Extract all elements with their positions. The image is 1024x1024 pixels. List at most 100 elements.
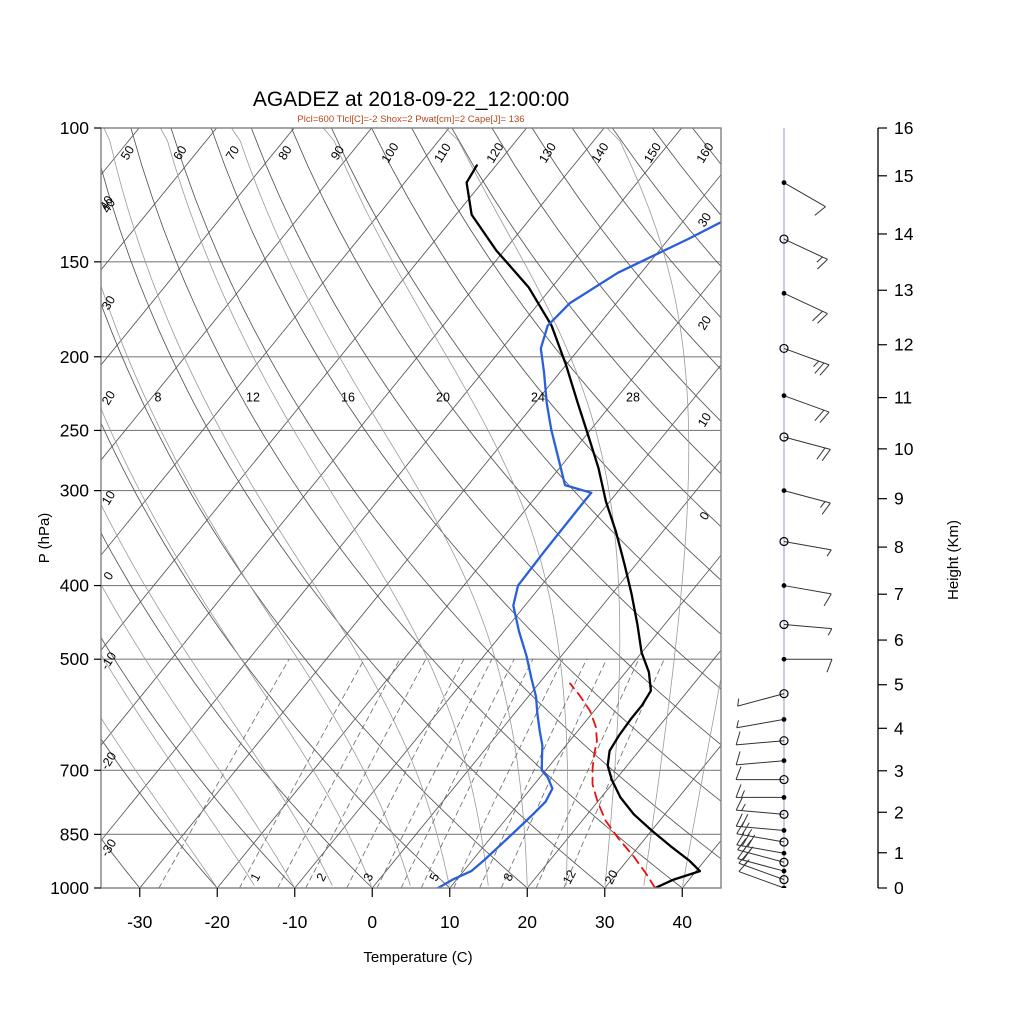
wind-barb <box>783 490 831 515</box>
height-tick-label: 8 <box>894 537 904 557</box>
isotherm-label-mid: 28 <box>626 391 640 405</box>
isotherm-label-right: 20 <box>695 313 714 332</box>
wind-level-circle <box>779 809 789 819</box>
height-tick-label: 13 <box>894 280 913 300</box>
temperature-axis: -30 -20 -10 0 10 20 30 40 <box>127 888 692 932</box>
sounding-curves <box>436 164 721 888</box>
pressure-tick-label: 300 <box>60 481 89 501</box>
series-temperature <box>465 164 702 888</box>
wind-level-dot <box>781 885 787 888</box>
height-tick-label: 4 <box>894 718 904 738</box>
wind-level-dot <box>781 850 787 856</box>
pressure-tick-label: 250 <box>60 420 89 440</box>
wind-barb <box>735 813 785 831</box>
wind-barb <box>783 238 828 270</box>
pressure-tick-label: 1000 <box>50 878 89 898</box>
wind-level-dot <box>781 868 787 874</box>
wind-barb-column <box>735 128 833 888</box>
wind-barb <box>783 347 830 376</box>
isotherm-label-mid: 16 <box>341 391 355 405</box>
mixing-ratio-label: 12 <box>560 868 579 887</box>
wind-barb <box>783 182 826 216</box>
wind-level-dot <box>781 583 787 588</box>
dry-adiabat-label: 90 <box>328 143 347 162</box>
temperature-tick-label: 30 <box>595 912 615 932</box>
indices-subtitle: Plcl=600 Tlcl[C]=-2 Shox=2 Pwat[cm]=2 Ca… <box>297 114 524 125</box>
height-tick-label: 11 <box>894 388 912 408</box>
dry-adiabat-label: 50 <box>118 143 137 162</box>
wind-barb <box>783 540 832 557</box>
pressure-tick-label: 700 <box>60 760 89 780</box>
wind-level-dot <box>781 393 787 399</box>
wind-barb <box>735 731 785 746</box>
height-tick-label: 6 <box>894 630 904 650</box>
dry-adiabat-label: 70 <box>223 143 242 162</box>
wind-level-circle <box>779 619 789 630</box>
wind-barb <box>783 585 832 607</box>
plot-frame <box>100 127 722 889</box>
wind-barb <box>735 751 785 766</box>
height-tick-label: 14 <box>894 224 914 244</box>
dry-adiabat-label: 80 <box>275 143 294 162</box>
isotherm-label-mid: 24 <box>531 391 545 405</box>
pressure-tick-label: 150 <box>60 252 89 272</box>
wind-barb <box>783 436 831 461</box>
height-tick-label: 5 <box>894 675 904 695</box>
pressure-tick-label: 500 <box>60 649 89 669</box>
isotherm-label-right: 10 <box>695 410 714 429</box>
wind-level-circle <box>779 837 789 847</box>
wind-level-dot <box>781 180 787 186</box>
wind-level-circle <box>779 689 789 699</box>
height-tick-label: 7 <box>894 584 904 604</box>
wind-level-dot <box>781 758 787 764</box>
wind-barb <box>735 784 784 798</box>
mixing-ratio-label: 20 <box>602 868 621 887</box>
temperature-tick-label: 10 <box>440 912 460 932</box>
wind-level-circle <box>779 234 789 244</box>
wind-barb <box>736 718 785 729</box>
wind-level-dot <box>781 716 787 722</box>
wind-level-circle <box>779 774 789 785</box>
height-tick-label: 3 <box>894 761 904 781</box>
wind-level-dot <box>781 795 787 800</box>
temperature-tick-label: 0 <box>367 912 377 932</box>
x-axis-label: Temperature (C) <box>363 949 472 966</box>
wind-level-dot <box>781 656 787 662</box>
isotherm-label-right: 10 <box>719 590 738 609</box>
temperature-tick-label: -30 <box>127 912 153 932</box>
height-tick-label: 12 <box>894 335 913 355</box>
height-tick-label: 10 <box>894 439 914 459</box>
isotherm-label-right: 30 <box>695 210 714 229</box>
pressure-tick-label: 100 <box>60 118 89 138</box>
wind-level-circle <box>779 343 789 354</box>
wind-level-circle <box>779 536 789 547</box>
isotherm-label-mid: 8 <box>155 391 162 405</box>
pressure-axis: 100 150 200 250 300 400 500 700 850 1000 <box>50 118 101 898</box>
wind-barb <box>737 838 785 863</box>
dry-adiabat-label: 60 <box>170 143 189 162</box>
series-dewpoint <box>436 220 721 888</box>
height-tick-label: 2 <box>894 802 904 822</box>
wind-barb <box>783 623 833 636</box>
isotherm-label-mid: 12 <box>246 391 260 405</box>
wind-level-circle <box>779 857 789 867</box>
wind-barb <box>783 395 830 423</box>
height-tick-label: 0 <box>894 878 904 898</box>
page-title: AGADEZ at 2018-09-22_12:00:00 <box>253 88 569 111</box>
height-tick-label: 1 <box>894 843 904 863</box>
wind-barb <box>783 292 828 324</box>
temperature-tick-label: -10 <box>282 912 308 932</box>
pressure-tick-label: 850 <box>60 824 89 844</box>
wind-level-dot <box>781 290 787 296</box>
temperature-tick-label: 40 <box>673 912 693 932</box>
wind-level-dot <box>781 488 787 494</box>
series-parcel <box>569 682 656 888</box>
isotherm-label-mid: 20 <box>436 391 450 405</box>
temperature-tick-label: -20 <box>205 912 231 932</box>
pressure-tick-label: 400 <box>60 576 89 596</box>
height-tick-label: 16 <box>894 118 913 138</box>
height-tick-label: 9 <box>894 489 904 509</box>
